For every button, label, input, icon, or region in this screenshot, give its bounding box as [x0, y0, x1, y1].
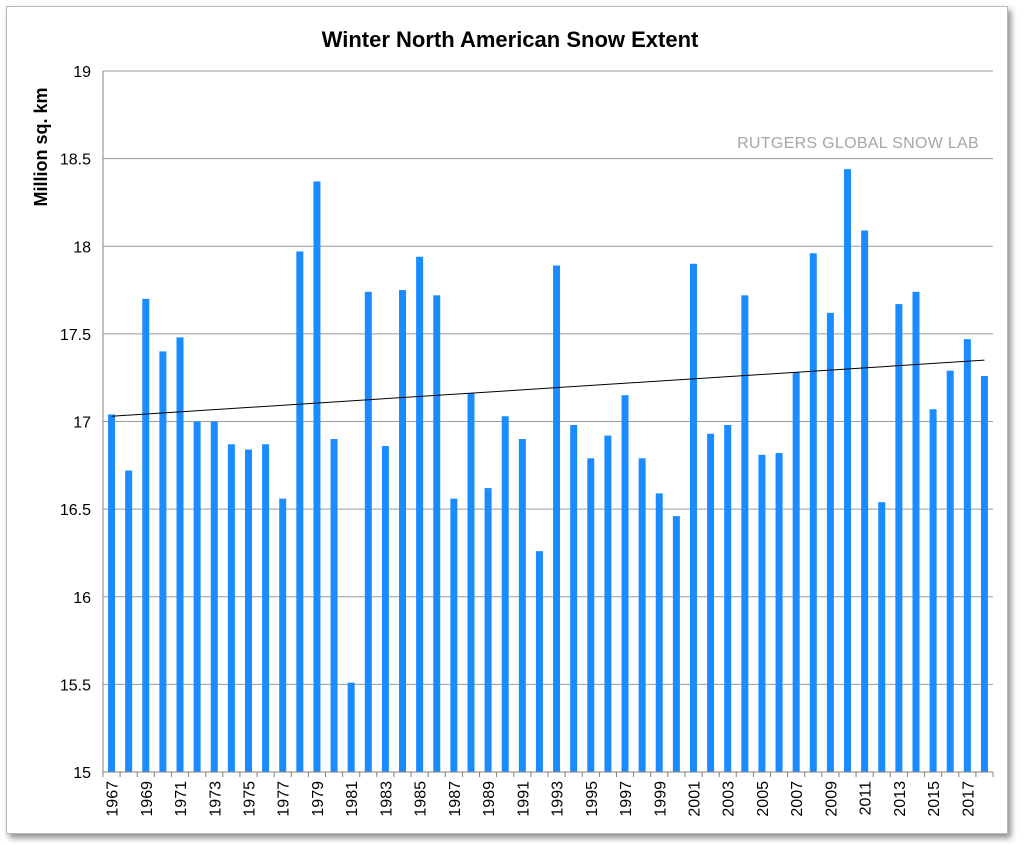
bar-1978	[296, 251, 304, 772]
bar-1997	[621, 395, 629, 772]
bar-2014	[912, 291, 920, 772]
axes	[102, 71, 994, 777]
bar-1987	[450, 498, 458, 772]
x-tick-label-1989: 1989	[481, 781, 498, 817]
bar-2017	[963, 339, 971, 772]
bar-1977	[279, 498, 287, 772]
y-tick-label-3: 16.5	[60, 502, 91, 519]
y-tick-label-1: 15.5	[60, 677, 91, 694]
x-tick-label-1973: 1973	[207, 781, 224, 817]
bar-2012	[878, 502, 886, 772]
bar-1991	[518, 439, 526, 772]
bar-1994	[570, 425, 578, 772]
x-tick-labels: 1967 1969 1971 1973 1975 1977 1979 1981 1983 1985…	[105, 781, 978, 817]
bar-1998	[638, 458, 646, 772]
bar-1985	[416, 256, 424, 772]
bar-1981	[347, 682, 355, 772]
bar-1980	[330, 439, 338, 772]
bar-1984	[399, 290, 407, 772]
bar-1969	[142, 298, 150, 772]
x-tick-label-2003: 2003	[721, 781, 738, 817]
bar-1993	[553, 265, 561, 772]
bar-1971	[176, 337, 184, 772]
x-tick-label-1977: 1977	[276, 781, 293, 817]
bar-2008	[809, 253, 817, 772]
gridlines	[103, 70, 993, 685]
source-annotation: RUTGERS GLOBAL SNOW LAB	[737, 135, 979, 152]
x-tick-label-1983: 1983	[378, 781, 395, 817]
bar-1989	[484, 488, 492, 772]
bar-1979	[313, 181, 321, 772]
bar-1990	[501, 416, 509, 772]
x-tick-label-1997: 1997	[618, 781, 635, 817]
x-tick-label-1971: 1971	[173, 781, 190, 817]
x-tick-label-1985: 1985	[413, 781, 430, 817]
bar-1972	[193, 421, 201, 772]
bar-2001	[689, 263, 697, 772]
bar-1995	[587, 458, 595, 772]
bar-1988	[467, 393, 475, 772]
bar-2000	[672, 516, 680, 772]
bar-2018	[980, 375, 988, 772]
bar-1986	[433, 295, 441, 772]
bar-chart: Winter North American Snow Extent Millio…	[31, 27, 994, 817]
bar-1973	[210, 421, 218, 772]
bar-2015	[929, 409, 937, 772]
x-tick-label-1969: 1969	[139, 781, 156, 817]
bar-2013	[895, 304, 903, 772]
x-tick-label-2017: 2017	[960, 781, 977, 817]
trendline-group	[111, 359, 985, 417]
y-tick-label-0: 15	[73, 765, 91, 782]
y-tick-labels: 15 15.5 16 16.5 17 17.5 18 18.5 19	[60, 64, 91, 782]
x-tick-label-1967: 1967	[105, 781, 122, 817]
bar-2002	[707, 433, 715, 772]
bar-1974	[227, 444, 235, 772]
x-tick-label-1987: 1987	[447, 781, 464, 817]
bar-1992	[535, 551, 543, 772]
bar-2004	[741, 295, 749, 772]
y-axis-label: Million sq. km	[31, 87, 51, 206]
x-tick-label-2009: 2009	[823, 781, 840, 817]
bar-1968	[125, 470, 133, 772]
x-tick-label-1995: 1995	[584, 781, 601, 817]
trendline	[111, 359, 985, 417]
x-tick-label-2013: 2013	[892, 781, 909, 817]
x-tick-label-2011: 2011	[858, 781, 875, 816]
bar-1970	[159, 351, 167, 772]
x-tick-label-2015: 2015	[926, 781, 943, 817]
bar-1975	[244, 449, 252, 772]
y-tick-label-2: 16	[73, 590, 91, 607]
bar-1982	[364, 291, 372, 772]
y-tick-label-8: 19	[73, 64, 91, 81]
bar-2011	[861, 230, 869, 773]
bar-1996	[604, 435, 612, 772]
x-tick-label-1981: 1981	[344, 781, 361, 817]
chart-frame: Winter North American Snow Extent Millio…	[6, 6, 1008, 834]
bar-2006	[775, 453, 783, 772]
y-tick-label-4: 17	[73, 415, 91, 432]
chart-title: Winter North American Snow Extent	[322, 27, 699, 52]
bar-2003	[724, 425, 732, 772]
y-tick-label-6: 18	[73, 239, 91, 256]
bar-1976	[262, 444, 270, 772]
x-tick-label-1991: 1991	[515, 781, 532, 817]
bar-2007	[792, 372, 800, 772]
x-tick-label-1993: 1993	[550, 781, 567, 817]
bar-series	[108, 169, 988, 773]
x-tick-label-2001: 2001	[686, 781, 703, 817]
x-tick-label-1979: 1979	[310, 781, 327, 817]
bar-2010	[844, 169, 852, 772]
y-tick-label-5: 17.5	[60, 327, 91, 344]
bar-1999	[655, 493, 663, 772]
bar-1983	[381, 446, 389, 772]
bar-2009	[826, 312, 834, 772]
x-tick-label-1999: 1999	[652, 781, 669, 817]
x-tick-label-2005: 2005	[755, 781, 772, 817]
x-tick-label-2007: 2007	[789, 781, 806, 817]
bar-1967	[108, 414, 116, 772]
x-tick-label-1975: 1975	[241, 781, 258, 817]
y-tick-label-7: 18.5	[60, 152, 91, 169]
bar-2016	[946, 370, 954, 772]
bar-2005	[758, 454, 766, 772]
